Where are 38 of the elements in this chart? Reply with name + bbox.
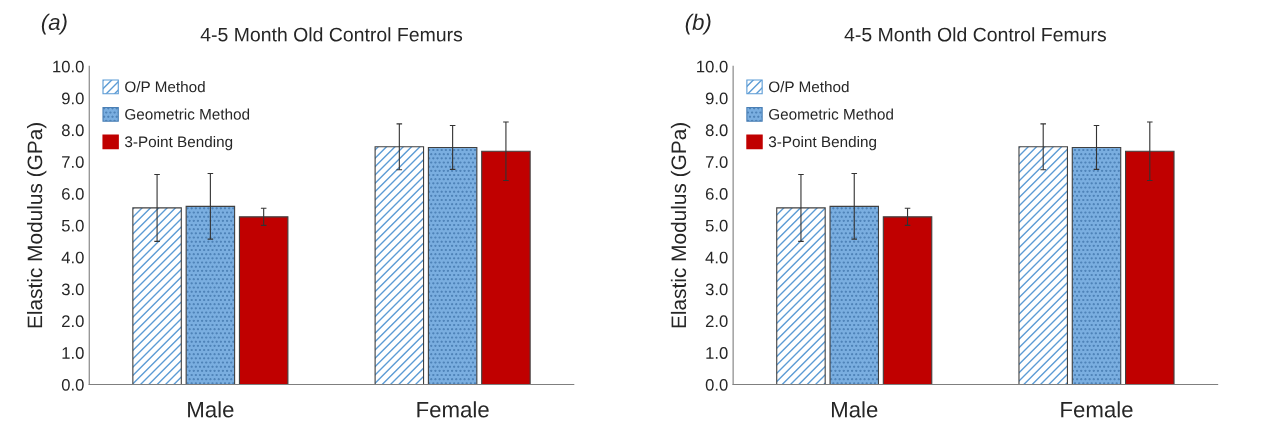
y-tick-label: 1.0 <box>62 347 84 359</box>
y-tick-label: 0.0 <box>705 378 728 391</box>
y-tick-label: 9.0 <box>705 92 728 105</box>
legend-label: 3-Point Bending <box>124 135 233 151</box>
text: (b) <box>685 13 711 35</box>
y-tick-label: 0.0 <box>61 378 84 391</box>
chart-title: 4-5 Month Old Control Femurs <box>200 27 463 42</box>
x-tick-label: Female <box>417 401 489 418</box>
y-tick-label: 2.0 <box>705 315 728 328</box>
y-axis-title: Elastic Modulus (GPa) <box>26 123 47 328</box>
chart-title: 4-5 Month Old Control Femurs <box>844 27 1106 42</box>
y-axis-title: Elastic Modulus (GPa) <box>670 123 691 328</box>
x-tick-label: Male <box>831 401 878 418</box>
y-tick-label: 8.0 <box>705 124 728 137</box>
y-tick-label: 3.0 <box>705 283 728 296</box>
y-tick-label: 8.0 <box>61 124 84 137</box>
y-tick-label: 10.0 <box>697 60 728 73</box>
x-tick-label: Male <box>188 401 234 418</box>
legend-label: Geometric Method <box>769 108 893 120</box>
y-tick-label: 4.0 <box>61 251 84 264</box>
y-tick-label: 1.0 <box>706 347 728 359</box>
y-tick-label: 6.0 <box>705 188 728 200</box>
y-tick-label: 4.0 <box>705 251 728 264</box>
text: (a) <box>41 13 67 35</box>
legend-label: Geometric Method <box>125 108 250 120</box>
y-tick-label: 2.0 <box>62 315 84 328</box>
y-tick-label: 6.0 <box>62 188 84 200</box>
y-tick-label: 7.0 <box>62 156 84 168</box>
y-tick-label: 5.0 <box>61 219 84 232</box>
x-tick-label: Female <box>1061 401 1133 418</box>
legend-label: O/P Method <box>125 81 205 93</box>
legend-label: 3-Point Bending <box>768 135 876 151</box>
y-tick-label: 7.0 <box>705 156 728 168</box>
y-tick-label: 3.0 <box>61 283 84 296</box>
legend-label: O/P Method <box>768 81 849 93</box>
y-tick-label: 10.0 <box>53 60 84 73</box>
y-tick-label: 9.0 <box>62 92 84 105</box>
y-tick-label: 5.0 <box>705 219 728 232</box>
